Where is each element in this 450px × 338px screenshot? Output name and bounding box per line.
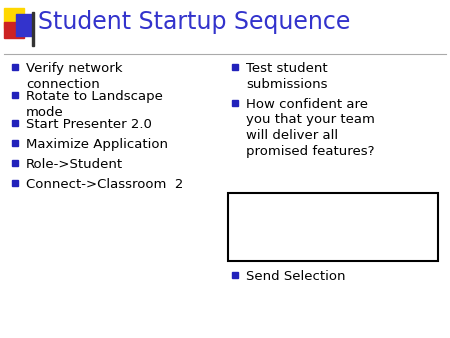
Text: Role->Student: Role->Student [26,158,123,171]
Text: Start Presenter 2.0: Start Presenter 2.0 [26,118,152,131]
Bar [232,64,238,70]
Bar [4,8,24,28]
Bar [16,14,33,36]
Bar [4,22,24,38]
Bar [12,160,18,166]
Bar [12,140,18,146]
Text: Verify network
connection: Verify network connection [26,62,122,91]
Text: Send Selection: Send Selection [246,270,346,283]
Bar [232,272,238,278]
Bar [12,180,18,186]
Bar [232,100,238,106]
Text: How confident are
you that your team
will deliver all
promised features?: How confident are you that your team wil… [246,98,375,158]
Text: Maximize Application: Maximize Application [26,138,168,151]
Bar [12,92,18,98]
Text: Student Startup Sequence: Student Startup Sequence [38,10,351,34]
Text: Rotate to Landscape
mode: Rotate to Landscape mode [26,90,163,119]
Bar [12,120,18,126]
Text: Connect->Classroom  2: Connect->Classroom 2 [26,178,184,191]
Bar [32,12,33,46]
Text: Test student
submissions: Test student submissions [246,62,328,91]
Bar [12,64,18,70]
Bar [228,193,438,261]
